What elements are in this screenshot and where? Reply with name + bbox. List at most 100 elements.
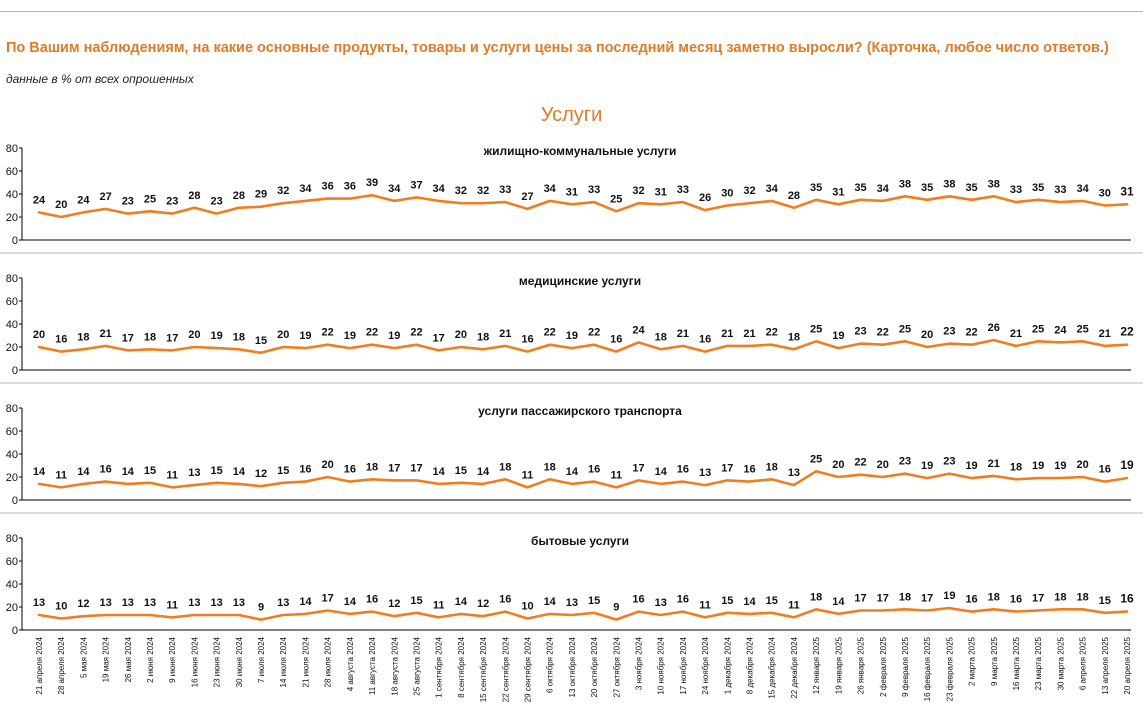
data-label: 30	[1099, 188, 1111, 200]
question-title: По Вашим наблюдениям, на какие основные …	[6, 40, 1109, 56]
x-tick-label: 30 июня 2024	[235, 636, 244, 687]
data-label: 16	[366, 594, 378, 606]
data-label: 35	[810, 182, 822, 194]
panel-title: услуги пассажирского транспорта	[478, 404, 682, 418]
data-label: 19	[1032, 460, 1044, 472]
data-label: 28	[788, 190, 800, 202]
data-label: 16	[632, 594, 644, 606]
data-label: 16	[499, 594, 511, 606]
x-tick-label: 18 августа 2024	[390, 636, 399, 695]
data-label: 18	[544, 461, 556, 473]
panel-title: жилищно-коммунальные услуги	[483, 144, 677, 158]
data-label: 22	[544, 327, 556, 339]
data-label: 20	[33, 329, 45, 341]
data-label: 17	[322, 592, 334, 604]
data-label: 33	[677, 184, 689, 196]
data-label: 28	[188, 190, 200, 202]
data-label: 22	[322, 327, 334, 339]
x-tick-label: 1 сентября 2024	[435, 636, 444, 697]
x-tick-label: 6 апреля 2025	[1079, 636, 1088, 690]
data-label: 18	[1054, 591, 1066, 603]
data-label: 16	[965, 594, 977, 606]
series-line	[37, 338, 1129, 355]
data-label: 16	[344, 464, 356, 476]
data-label: 21	[743, 328, 755, 340]
data-label: 14	[122, 466, 135, 478]
data-label: 25	[1076, 323, 1088, 335]
data-label: 25	[1032, 323, 1044, 335]
data-label: 34	[877, 183, 890, 195]
x-tick-label: 19 января 2025	[834, 636, 843, 694]
x-tick-label: 23 июня 2024	[213, 636, 222, 687]
data-label: 13	[188, 467, 200, 479]
x-tick-label: 14 июля 2024	[279, 636, 288, 687]
data-label: 35	[854, 182, 866, 194]
data-label: 18	[766, 461, 778, 473]
data-label: 20	[277, 329, 289, 341]
data-label: 9	[258, 602, 264, 614]
data-label: 23	[211, 196, 223, 208]
x-tick-label: 30 марта 2025	[1056, 636, 1065, 690]
x-tick-label: 23 февраля 2025	[945, 636, 954, 701]
data-label: 15	[144, 465, 156, 477]
section-title: Услуги	[540, 104, 603, 126]
data-label: 28	[233, 190, 245, 202]
panel-title: медицинские услуги	[519, 274, 641, 288]
data-label: 23	[166, 196, 178, 208]
y-tick-label: 80	[6, 143, 18, 155]
data-label: 39	[366, 177, 378, 189]
data-label: 11	[610, 469, 622, 481]
data-label: 34	[299, 183, 312, 195]
data-label: 22	[410, 327, 422, 339]
y-tick-label: 80	[6, 533, 18, 545]
y-tick-label: 60	[6, 556, 18, 568]
data-label: 16	[588, 464, 600, 476]
data-label: 18	[788, 331, 800, 343]
data-label: 18	[233, 331, 245, 343]
data-label: 14	[344, 596, 357, 608]
data-label: 18	[810, 591, 822, 603]
data-label: 16	[743, 464, 755, 476]
data-label: 15	[588, 595, 600, 607]
data-label: 38	[943, 178, 955, 190]
x-tick-label: 23 марта 2025	[1034, 636, 1043, 690]
data-label: 21	[499, 328, 511, 340]
x-tick-label: 22 декабря 2024	[790, 636, 799, 698]
data-label: 19	[921, 460, 933, 472]
data-label: 13	[277, 597, 289, 609]
x-tick-label: 2 марта 2025	[968, 636, 977, 685]
data-label: 15	[255, 335, 267, 347]
data-label: 16	[99, 464, 111, 476]
data-label: 14	[544, 596, 557, 608]
data-label: 21	[988, 458, 1000, 470]
data-label: 13	[233, 597, 245, 609]
data-label: 12	[477, 598, 489, 610]
data-label: 10	[55, 601, 67, 613]
data-label: 18	[899, 591, 911, 603]
x-tick-label: 13 апреля 2025	[1101, 636, 1110, 694]
data-label: 36	[322, 181, 334, 193]
x-tick-label: 24 ноября 2024	[701, 636, 710, 694]
data-label: 22	[588, 327, 600, 339]
data-label: 20	[921, 329, 933, 341]
x-tick-label: 29 сентября 2024	[524, 636, 533, 702]
data-label: 24	[632, 324, 645, 336]
y-tick-label: 20	[6, 472, 18, 484]
data-label: 25	[810, 453, 822, 465]
data-label: 16	[699, 334, 711, 346]
y-tick-label: 60	[6, 166, 18, 178]
data-label: 19	[299, 330, 311, 342]
data-label: 34	[388, 183, 401, 195]
x-tick-label: 16 марта 2025	[1012, 636, 1021, 690]
data-label: 13	[144, 597, 156, 609]
data-label: 14	[233, 466, 246, 478]
data-label: 18	[988, 591, 1000, 603]
data-label: 15	[721, 595, 733, 607]
data-label: 17	[721, 462, 733, 474]
data-label: 16	[1099, 464, 1111, 476]
data-label: 11	[699, 599, 711, 611]
data-label: 25	[144, 193, 156, 205]
series-line	[37, 469, 1129, 489]
data-label: 22	[965, 327, 977, 339]
